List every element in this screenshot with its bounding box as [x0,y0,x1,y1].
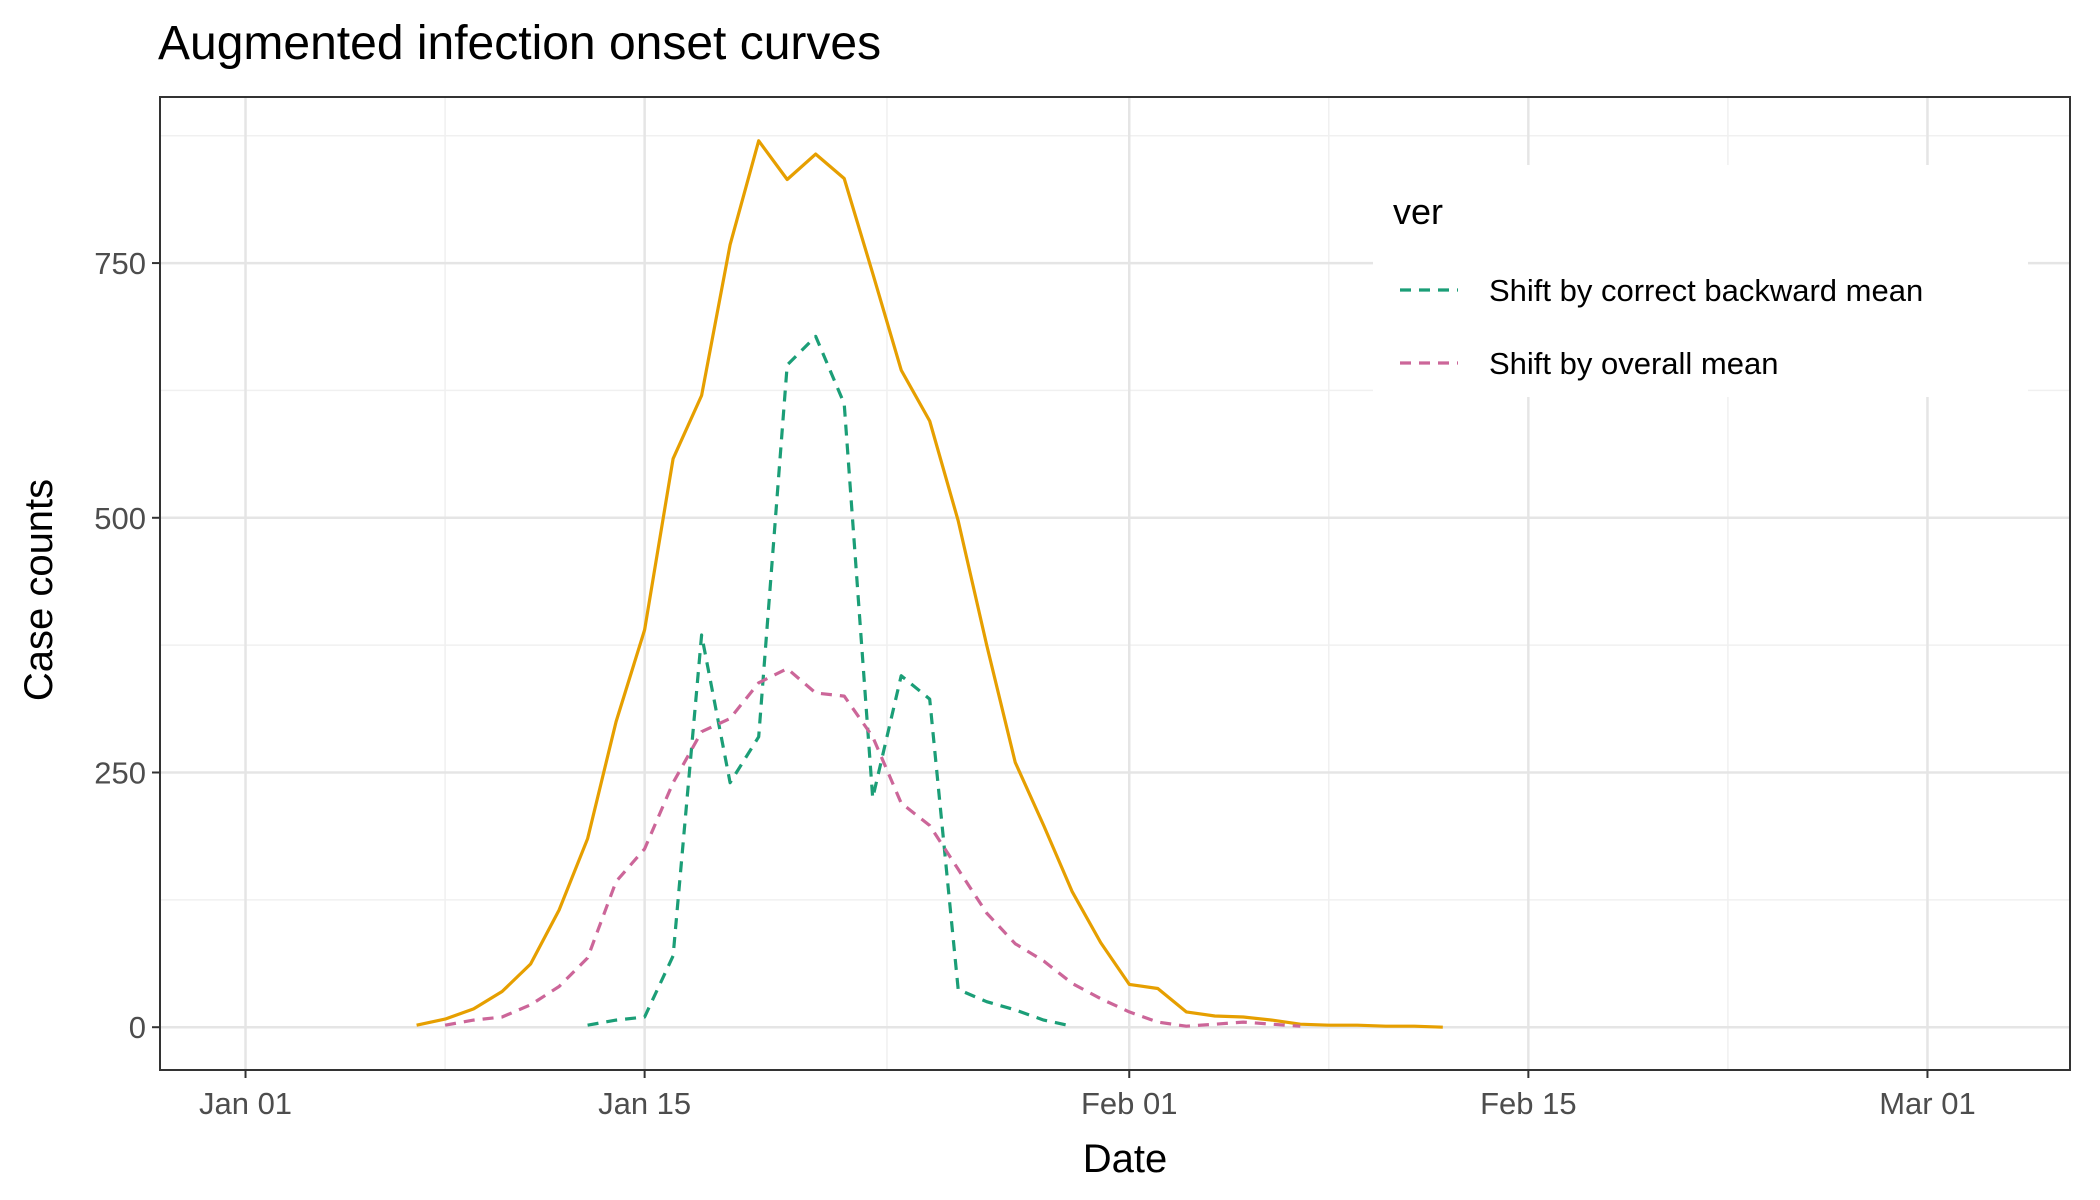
y-tick-label: 500 [94,501,146,536]
legend-label: Shift by overall mean [1489,346,1778,381]
x-tick-label: Jan 01 [199,1086,292,1121]
y-tick-label: 0 [129,1010,146,1045]
chart-title: Augmented infection onset curves [158,17,881,70]
legend: ver Shift by correct backward meanShift … [1373,165,2028,397]
series-lines [416,139,1443,1029]
x-tick-label: Feb 01 [1081,1086,1178,1121]
y-axis-title: Case counts [17,479,61,701]
legend-background [1373,165,2028,397]
series-line-2 [587,334,1073,1028]
x-axis-title: Date [1083,1137,1168,1181]
y-tick-label: 250 [94,755,146,790]
legend-title: ver [1393,191,1443,232]
legend-label: Shift by correct backward mean [1489,273,1923,308]
y-tick-label: 750 [94,246,146,281]
x-tick-label: Mar 01 [1879,1086,1975,1121]
legend-entries: Shift by correct backward mean Shift by o… [1400,273,1923,381]
y-axis: 0 250 500 750 [94,246,160,1045]
series-line-3 [444,667,1301,1028]
x-tick-label: Jan 15 [598,1086,691,1121]
x-tick-label: Feb 15 [1480,1086,1577,1121]
plot-border [159,96,2071,1071]
series-line-1 [416,139,1443,1029]
x-axis: Jan 01 Jan 15 Feb 01 Feb 15 Mar 01 [199,1070,1976,1121]
